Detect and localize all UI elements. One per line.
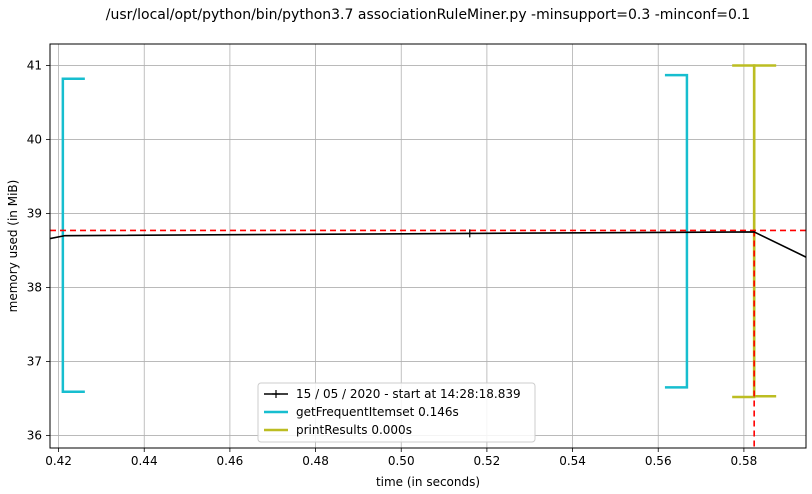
y-tick-label: 39	[27, 206, 42, 220]
chart-title: /usr/local/opt/python/bin/python3.7 asso…	[106, 7, 750, 23]
y-tick-label: 37	[27, 354, 42, 368]
x-tick-label: 0.48	[302, 454, 329, 468]
memory-series-line	[50, 231, 806, 258]
y-tick-label: 36	[27, 428, 42, 442]
grid-lines	[50, 44, 806, 448]
axes-frame	[49, 43, 807, 449]
plot-area	[50, 64, 806, 448]
x-tick-label: 0.52	[474, 454, 501, 468]
legend-entry-label: printResults 0.000s	[296, 423, 412, 437]
y-tick-label: 41	[27, 58, 42, 72]
x-tick-label: 0.44	[131, 454, 158, 468]
memory-series-marker	[465, 229, 474, 238]
function-end-bracket	[664, 73, 689, 389]
x-tick-label: 0.54	[559, 454, 586, 468]
y-axis-label: memory used (in MiB)	[6, 180, 20, 313]
y-tick-label: 38	[27, 280, 42, 294]
x-tick-label: 0.46	[217, 454, 244, 468]
y-tick-label: 40	[27, 132, 42, 146]
x-tick-label: 0.50	[388, 454, 415, 468]
legend-entry-label: 15 / 05 / 2020 - start at 14:28:18.839	[296, 387, 521, 401]
x-tick-label: 0.58	[731, 454, 758, 468]
axis-ticks: 0.42 0.44 0.46 0.48 0.50 0.52 0.54 0.56 0.58 36 37…	[27, 58, 758, 468]
legend-entry-label: getFrequentItemset 0.146s	[296, 405, 459, 419]
x-tick-label: 0.56	[645, 454, 672, 468]
x-tick-label: 0.42	[45, 454, 72, 468]
legend-marker	[272, 390, 280, 398]
legend: 15 / 05 / 2020 - start at 14:28:18.839 ge…	[257, 382, 536, 443]
x-axis-label: time (in seconds)	[376, 475, 480, 489]
legend-box	[257, 382, 536, 443]
